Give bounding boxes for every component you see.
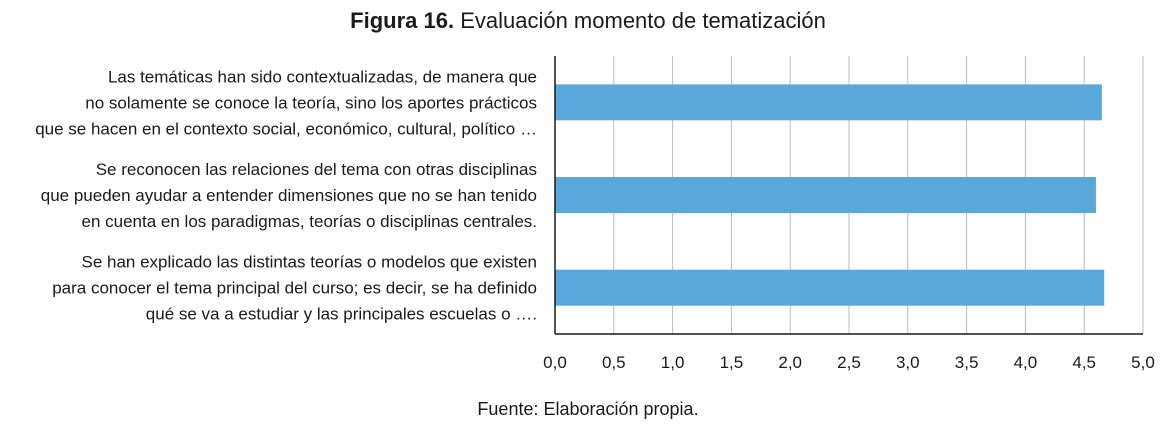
figure-title-text: Evaluación momento de tematización [460, 8, 826, 33]
bars [555, 84, 1105, 306]
figure-title: Figura 16. Evaluación momento de tematiz… [0, 6, 1176, 36]
category-labels: Las temáticas han sido contextualizadas,… [35, 67, 537, 323]
bar [555, 84, 1102, 121]
x-tick-label: 4,5 [1072, 353, 1096, 372]
figure-source: Fuente: Elaboración propia. [477, 399, 699, 419]
x-tick-label: 2,5 [837, 353, 861, 372]
bar [555, 177, 1096, 213]
x-tick-label: 1,5 [720, 353, 744, 372]
x-tick-label: 0,0 [543, 353, 567, 372]
category-label: Se reconocen las relaciones del tema con… [41, 160, 537, 231]
x-tick-label: 0,5 [602, 353, 626, 372]
axes [554, 56, 1143, 335]
category-label: Se han explicado las distintas teorías o… [52, 253, 537, 324]
category-label: Las temáticas han sido contextualizadas,… [35, 67, 537, 138]
x-tick-label: 4,0 [1014, 353, 1038, 372]
x-tick-label: 3,0 [896, 353, 920, 372]
x-tick-label: 2,0 [778, 353, 802, 372]
x-tick-label: 5,0 [1131, 353, 1155, 372]
bar [555, 269, 1105, 306]
x-tick-label: 3,5 [955, 353, 979, 372]
figure-label: Figura 16. [350, 8, 455, 33]
x-tick-labels: 0,0 0,5 1,0 1,5 2,0 2,5 3,0 3,5 4,0 4,5 5,0 [543, 353, 1155, 372]
x-tick-label: 1,0 [661, 353, 685, 372]
